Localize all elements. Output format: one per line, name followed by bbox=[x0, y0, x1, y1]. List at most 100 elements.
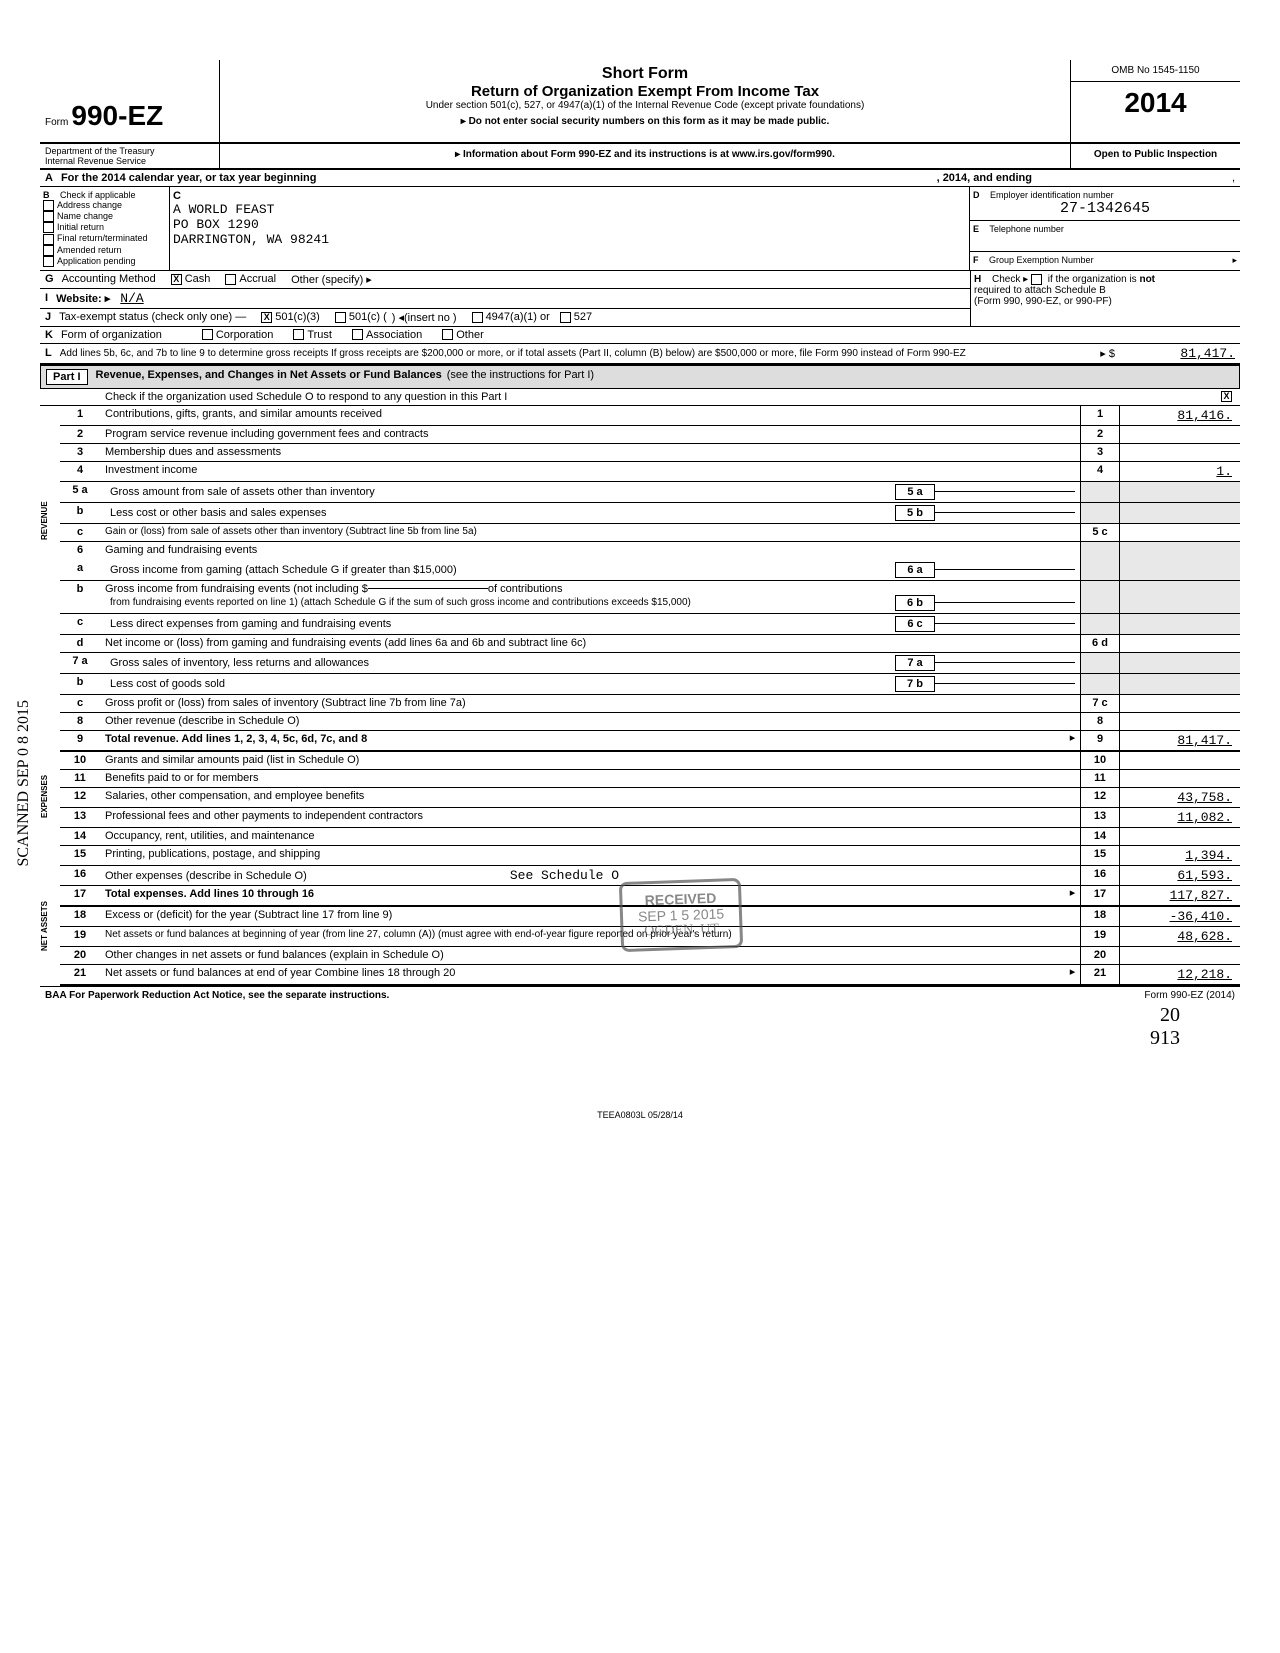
rnum-6d: 6 d bbox=[1080, 635, 1120, 652]
cb-label-0: Address change bbox=[57, 200, 122, 210]
checkbox-cash[interactable] bbox=[171, 274, 182, 285]
hw1: 20 bbox=[1160, 1004, 1180, 1026]
checkbox-501c3[interactable] bbox=[261, 312, 272, 323]
label-f: F bbox=[973, 255, 979, 265]
num-6d: d bbox=[60, 635, 100, 652]
col-b: B Check if applicable Address change Nam… bbox=[40, 187, 170, 270]
text-19: Net assets or fund balances at beginning… bbox=[100, 927, 1080, 946]
rnum-7c: 7 c bbox=[1080, 695, 1120, 712]
rnum-5b-shade bbox=[1080, 503, 1120, 523]
checkbox-4947[interactable] bbox=[472, 312, 483, 323]
checkbox-address-change[interactable] bbox=[43, 200, 54, 211]
line-8: 8 Other revenue (describe in Schedule O)… bbox=[60, 713, 1240, 731]
rnum-17: 17 bbox=[1080, 886, 1120, 905]
org-address1: PO BOX 1290 bbox=[173, 217, 966, 232]
checkbox-corporation[interactable] bbox=[202, 329, 213, 340]
sub-5a: 5 a bbox=[895, 484, 935, 500]
arrow-9: ▸ bbox=[1065, 731, 1080, 750]
section-bcdef: B Check if applicable Address change Nam… bbox=[40, 187, 1240, 271]
subval-6b bbox=[935, 602, 1075, 603]
side-revenue: REVENUE bbox=[40, 406, 60, 736]
part1-check-line: Check if the organization used Schedule … bbox=[40, 389, 1240, 406]
checkbox-application-pending[interactable] bbox=[43, 256, 54, 267]
part1-title: Revenue, Expenses, and Changes in Net As… bbox=[96, 369, 442, 385]
line-5c: c Gain or (loss) from sale of assets oth… bbox=[60, 524, 1240, 542]
line-1: 1 Contributions, gifts, grants, and simi… bbox=[60, 406, 1240, 426]
stamp-location: OGDEN, UT bbox=[638, 921, 725, 940]
line-2: 2 Program service revenue including gove… bbox=[60, 426, 1240, 444]
title-warning: ▸ Do not enter social security numbers o… bbox=[230, 116, 1060, 127]
checkbox-accrual[interactable] bbox=[225, 274, 236, 285]
checkbox-final-return[interactable] bbox=[43, 234, 54, 245]
handwritten-note: 20 913 bbox=[40, 1004, 1240, 1050]
text-16: Other expenses (describe in Schedule O) bbox=[105, 870, 307, 882]
text-7b: Less cost of goods sold bbox=[105, 676, 895, 692]
label-a: A bbox=[45, 172, 53, 184]
line-11: 11 Benefits paid to or for members 11 bbox=[60, 770, 1240, 788]
num-18: 18 bbox=[60, 907, 100, 926]
checkbox-amended-return[interactable] bbox=[43, 245, 54, 256]
line-6a: a Gross income from gaming (attach Sched… bbox=[60, 560, 1240, 581]
e-text: Telephone number bbox=[989, 224, 1064, 234]
line-7a: 7 a Gross sales of inventory, less retur… bbox=[60, 653, 1240, 674]
text-9: Total revenue. Add lines 1, 2, 3, 4, 5c,… bbox=[105, 733, 367, 745]
text-5c: Gain or (loss) from sale of assets other… bbox=[100, 524, 1080, 541]
label-c: C bbox=[173, 190, 958, 202]
num-14: 14 bbox=[60, 828, 100, 845]
val-4: 1. bbox=[1120, 462, 1240, 481]
sub-7b: 7 b bbox=[895, 676, 935, 692]
line-12: 12 Salaries, other compensation, and emp… bbox=[60, 788, 1240, 808]
line-7b: b Less cost of goods sold 7 b bbox=[60, 674, 1240, 695]
line-7c: c Gross profit or (loss) from sales of i… bbox=[60, 695, 1240, 713]
label-j: J bbox=[45, 311, 51, 323]
val-2 bbox=[1120, 426, 1240, 443]
checkbox-association[interactable] bbox=[352, 329, 363, 340]
checkbox-trust[interactable] bbox=[293, 329, 304, 340]
checkbox-name-change[interactable] bbox=[43, 211, 54, 222]
checkbox-501c[interactable] bbox=[335, 312, 346, 323]
text-4: Investment income bbox=[100, 462, 1080, 481]
rnum-4: 4 bbox=[1080, 462, 1120, 481]
sub-7a: 7 a bbox=[895, 655, 935, 671]
val-14 bbox=[1120, 828, 1240, 845]
checkbox-schedule-o[interactable] bbox=[1221, 391, 1232, 402]
text-11: Benefits paid to or for members bbox=[100, 770, 1080, 787]
rnum-6b-shade bbox=[1080, 581, 1120, 613]
val-5c bbox=[1120, 524, 1240, 541]
text-7c: Gross profit or (loss) from sales of inv… bbox=[100, 695, 1080, 712]
text-21: Net assets or fund balances at end of ye… bbox=[100, 965, 1065, 984]
rnum-5c: 5 c bbox=[1080, 524, 1120, 541]
arrow-17: ▸ bbox=[1065, 886, 1080, 905]
line-5a: 5 a Gross amount from sale of assets oth… bbox=[60, 482, 1240, 503]
text-18: Excess or (deficit) for the year (Subtra… bbox=[100, 907, 1080, 926]
rnum-1: 1 bbox=[1080, 406, 1120, 425]
section-d: D Employer identification number 27-1342… bbox=[970, 187, 1240, 221]
j-opt2b: ) ◂(insert no ) bbox=[392, 311, 457, 324]
val-7a-shade bbox=[1120, 653, 1240, 673]
text-3: Membership dues and assessments bbox=[100, 444, 1080, 461]
line-13: 13 Professional fees and other payments … bbox=[60, 808, 1240, 828]
rnum-6a-shade bbox=[1080, 560, 1120, 580]
g-opt1: Cash bbox=[185, 273, 211, 285]
line-21: 21 Net assets or fund balances at end of… bbox=[60, 965, 1240, 986]
year-box: OMB No 1545-1150 2014 bbox=[1070, 60, 1240, 142]
subval-5b bbox=[935, 512, 1075, 513]
checkbox-initial-return[interactable] bbox=[43, 222, 54, 233]
checkbox-other-org[interactable] bbox=[442, 329, 453, 340]
val-11 bbox=[1120, 770, 1240, 787]
num-15: 15 bbox=[60, 846, 100, 865]
val-6c-shade bbox=[1120, 614, 1240, 634]
subval-6c bbox=[935, 623, 1075, 624]
checkbox-527[interactable] bbox=[560, 312, 571, 323]
num-9: 9 bbox=[60, 731, 100, 750]
extra-16: See Schedule O bbox=[510, 868, 619, 883]
k-opt1: Corporation bbox=[216, 329, 273, 341]
line-4: 4 Investment income 4 1. bbox=[60, 462, 1240, 482]
rnum-18: 18 bbox=[1080, 907, 1120, 926]
num-6b: b bbox=[60, 581, 100, 613]
ein-value: 27-1342645 bbox=[973, 200, 1237, 217]
omb-number: OMB No 1545-1150 bbox=[1071, 60, 1240, 82]
rnum-16: 16 bbox=[1080, 866, 1120, 885]
line-j: J Tax-exempt status (check only one) — 5… bbox=[40, 309, 970, 327]
checkbox-h[interactable] bbox=[1031, 274, 1042, 285]
